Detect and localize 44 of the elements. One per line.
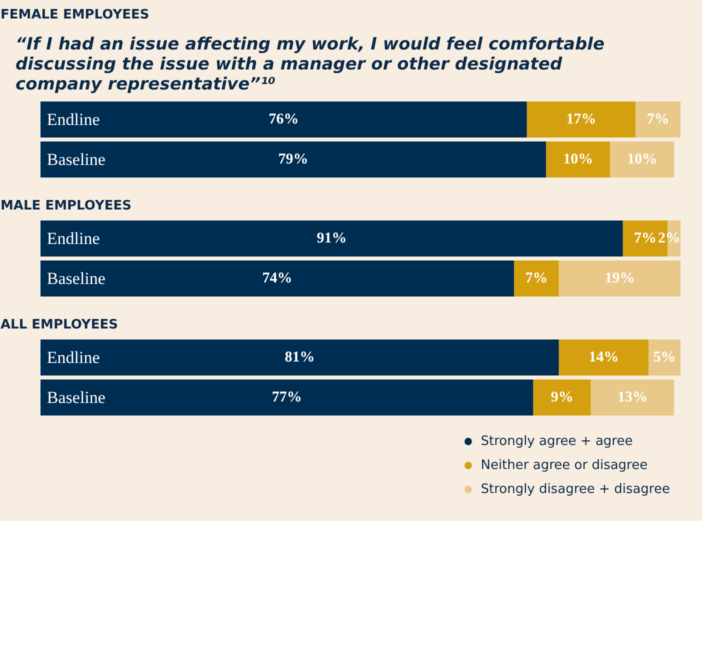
data-label: 76% <box>268 112 299 128</box>
data-label: 19% <box>604 270 635 286</box>
bar <box>526 102 636 138</box>
data-label: 9% <box>550 390 574 406</box>
data-label: 77% <box>272 390 302 406</box>
bar <box>590 380 674 416</box>
data-label: 10% <box>627 152 658 168</box>
bar <box>636 102 680 138</box>
bar <box>558 340 648 376</box>
bar <box>610 142 674 178</box>
y-tick-label: Endline <box>46 348 100 367</box>
chart-subtitle: FEMALE EMPLOYEES <box>0 8 150 22</box>
legend-label: Strongly agree + agree <box>480 434 633 448</box>
data-label: 7% <box>525 270 548 286</box>
data-label: 81% <box>284 350 315 366</box>
data-label: 14% <box>588 350 619 366</box>
legend-label: Neither agree or disagree <box>480 458 648 472</box>
data-label: 7% <box>634 230 657 246</box>
y-tick-label: Endline <box>46 229 100 248</box>
chart-title: MALE EMPLOYEES <box>0 198 132 214</box>
bar <box>40 102 527 138</box>
bar <box>40 260 514 296</box>
data-label: 5% <box>653 350 676 366</box>
chart-title: ALL EMPLOYEES <box>0 318 118 332</box>
data-label: 91% <box>316 230 347 246</box>
y-tick-label: Baseline <box>46 150 106 169</box>
data-label: 13% <box>618 390 648 406</box>
data-label: 10% <box>563 152 594 168</box>
chart-title: “If I had an issue affecting my work, I would feel comfortable discussing the issue with a manager or other designated company representative”¹⁰ <box>16 34 605 94</box>
bar <box>558 260 680 296</box>
y-tick-label: Baseline <box>46 388 106 407</box>
bar <box>648 340 680 376</box>
data-label: 79% <box>278 152 308 168</box>
bar <box>514 260 559 296</box>
bar <box>40 380 534 416</box>
data-label: 7% <box>646 112 670 128</box>
legend-label: Strongly disagree + disagree <box>480 482 670 496</box>
bar <box>40 340 559 376</box>
y-tick-label: Baseline <box>46 269 106 288</box>
y-tick-label: Endline <box>46 110 100 129</box>
bar <box>533 380 591 416</box>
data-label: 17% <box>566 112 596 128</box>
bar <box>546 142 610 178</box>
data-label: 74% <box>262 270 292 286</box>
